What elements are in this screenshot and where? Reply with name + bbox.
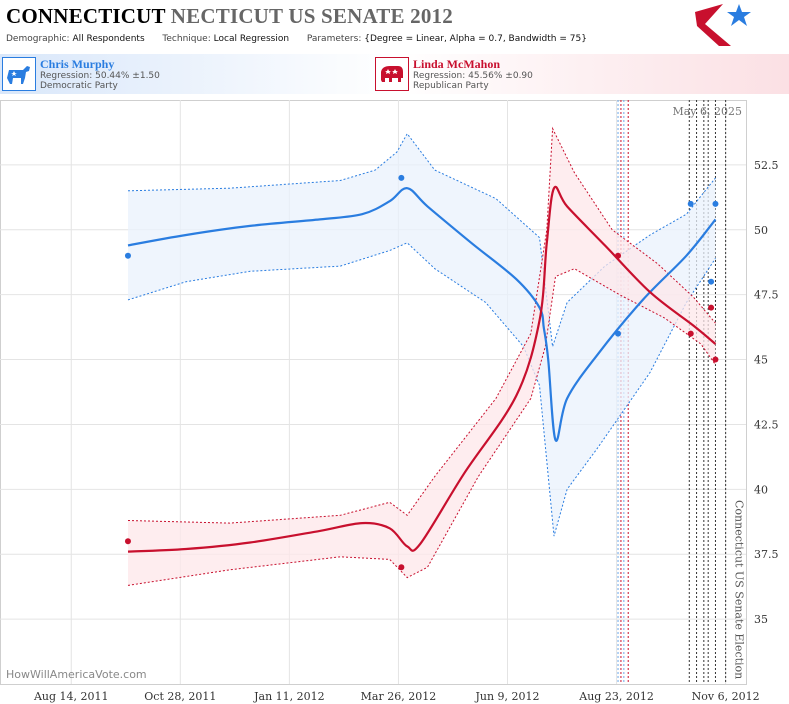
upper-bound-line bbox=[127, 126, 716, 524]
candidate-regression: Regression: 50.44% ±1.50 bbox=[40, 71, 160, 81]
lower-bound-line bbox=[127, 268, 716, 586]
parameters-value: {Degree = Linear, Alpha = 0.7, Bandwidth… bbox=[364, 34, 587, 44]
title-state: CONNECTICUT bbox=[6, 4, 166, 28]
y-tick-label: 52.5 bbox=[754, 159, 779, 172]
regression-chart: 35 37.5 40 42.5 45 47.5 50 52.5 Aug 14, 2011 Oct … bbox=[0, 100, 779, 703]
poll-point bbox=[687, 200, 694, 207]
poll-point bbox=[615, 330, 622, 337]
technique-label: Technique: bbox=[162, 34, 211, 44]
date-label: May 6, 2025 bbox=[672, 105, 742, 118]
confidence-band bbox=[128, 133, 716, 537]
y-tick-label: 35 bbox=[754, 613, 768, 626]
candidate-bar: Chris Murphy Regression: 50.44% ±1.50 De… bbox=[0, 54, 789, 94]
y-tick-label: 37.5 bbox=[754, 548, 779, 561]
democrat-panel: Chris Murphy Regression: 50.44% ±1.50 De… bbox=[0, 54, 395, 94]
x-tick-label: Mar 26, 2012 bbox=[361, 690, 437, 703]
poll-point bbox=[712, 356, 719, 363]
poll-point bbox=[708, 304, 715, 311]
poll-point bbox=[398, 174, 405, 181]
y-tick-label: 50 bbox=[754, 224, 768, 237]
trend-line bbox=[127, 185, 717, 553]
confidence-band bbox=[128, 128, 716, 586]
x-tick-label: Oct 28, 2011 bbox=[144, 690, 216, 703]
x-tick-label: Jun 9, 2012 bbox=[474, 690, 539, 703]
poll-point bbox=[124, 538, 131, 545]
y-tick-label: 42.5 bbox=[754, 418, 779, 431]
y-tick-label: 47.5 bbox=[754, 289, 779, 302]
candidate-name: Linda McMahon bbox=[413, 57, 501, 71]
candidate-regression: Regression: 45.56% ±0.90 bbox=[413, 71, 533, 81]
demographic-label: Demographic: bbox=[6, 34, 70, 44]
poll-point bbox=[615, 252, 622, 259]
candidate-name: Chris Murphy bbox=[40, 57, 115, 71]
poll-point bbox=[712, 200, 719, 207]
chart-header: CONNECTICUT NECTICUT US SENATE 2012 Demo… bbox=[0, 0, 789, 52]
republican-panel: Linda McMahon Regression: 45.56% ±0.90 R… bbox=[375, 54, 789, 94]
candidate-party: Democratic Party bbox=[40, 81, 118, 91]
parameters-label: Parameters: bbox=[306, 34, 362, 44]
technique-value: Local Regression bbox=[213, 34, 290, 44]
x-tick-label: Nov 6, 2012 bbox=[692, 690, 760, 703]
parameters-line: Demographic: All Respondents Technique: … bbox=[6, 34, 587, 44]
elephant-icon bbox=[375, 57, 409, 91]
watermark-text: HowWillAmericaVote.com bbox=[6, 668, 147, 681]
demographic-value: All Respondents bbox=[72, 34, 145, 44]
poll-point bbox=[398, 564, 405, 571]
poll-point bbox=[708, 278, 715, 285]
y-tick-label: 45 bbox=[754, 354, 768, 367]
x-tick-label: Aug 23, 2012 bbox=[578, 690, 654, 703]
candidate-party: Republican Party bbox=[413, 81, 489, 91]
election-event-label: Connecticut US Senate Election bbox=[733, 500, 746, 679]
title-race: NECTICUT US SENATE 2012 bbox=[170, 4, 453, 28]
poll-point bbox=[687, 330, 694, 337]
poll-point bbox=[124, 252, 131, 259]
donkey-icon bbox=[2, 57, 36, 91]
hwav-star-logo-icon[interactable] bbox=[693, 2, 753, 48]
upper-bound-line bbox=[127, 132, 716, 347]
x-tick-label: Aug 14, 2011 bbox=[33, 690, 109, 703]
trend-line bbox=[127, 187, 717, 442]
x-tick-label: Jan 11, 2012 bbox=[253, 690, 325, 703]
y-tick-label: 40 bbox=[754, 483, 768, 496]
page-title: CONNECTICUT NECTICUT US SENATE 2012 bbox=[6, 4, 453, 29]
